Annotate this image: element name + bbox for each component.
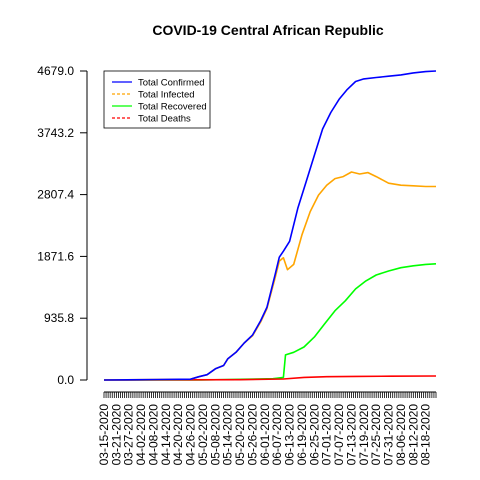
legend-label: Total Infected bbox=[138, 90, 195, 101]
x-tick-label: 07-01-2020 bbox=[320, 404, 334, 466]
x-tick-label: 05-14-2020 bbox=[221, 404, 235, 466]
legend-label: Total Recovered bbox=[138, 102, 207, 113]
x-tick-label: 08-06-2020 bbox=[394, 404, 408, 466]
x-tick-label: 06-25-2020 bbox=[307, 404, 321, 466]
y-tick-label: 0.0 bbox=[57, 373, 74, 387]
series-line-total-recovered bbox=[104, 263, 437, 381]
legend-label: Total Confirmed bbox=[138, 78, 205, 89]
x-tick-label: 07-19-2020 bbox=[357, 404, 371, 466]
y-tick-label: 3743.2 bbox=[37, 126, 74, 140]
x-tick-label: 07-31-2020 bbox=[382, 404, 396, 466]
x-tick-label: 04-02-2020 bbox=[134, 404, 148, 466]
y-tick-label: 1871.6 bbox=[37, 249, 74, 263]
series-line-total-deaths bbox=[103, 375, 437, 381]
x-tick-label: 08-18-2020 bbox=[419, 404, 433, 466]
chart-title: COVID-19 Central African Republic bbox=[152, 22, 384, 38]
x-tick-label: 07-13-2020 bbox=[344, 404, 358, 466]
x-tick-label: 06-13-2020 bbox=[283, 404, 297, 466]
x-tick-label: 03-27-2020 bbox=[122, 404, 136, 466]
x-axis: 03-15-202003-21-202003-27-202004-02-2020… bbox=[97, 391, 437, 466]
x-tick-label: 04-08-2020 bbox=[146, 404, 160, 466]
series-line-total-confirmed bbox=[103, 70, 437, 381]
x-tick-label: 05-20-2020 bbox=[233, 404, 247, 466]
x-tick-label: 04-26-2020 bbox=[184, 404, 198, 466]
y-tick-label: 2807.4 bbox=[37, 188, 74, 202]
x-tick-label: 07-07-2020 bbox=[332, 404, 346, 466]
x-tick-label: 05-08-2020 bbox=[208, 404, 222, 466]
x-tick-label: 06-01-2020 bbox=[258, 404, 272, 466]
series-line-total-infected bbox=[103, 171, 436, 381]
y-tick-label: 4679.0 bbox=[37, 64, 74, 78]
x-tick-label: 05-26-2020 bbox=[245, 404, 259, 466]
x-tick-label: 08-12-2020 bbox=[406, 404, 420, 466]
y-axis: 0.0 935.8 1871.6 2807.4 3743.2 4679.0 bbox=[37, 64, 88, 387]
legend-box bbox=[103, 70, 211, 129]
x-tick-label: 03-15-2020 bbox=[97, 404, 111, 466]
x-tick-label: 04-20-2020 bbox=[171, 404, 185, 466]
x-tick-label: 03-21-2020 bbox=[109, 404, 123, 466]
legend-label: Total Deaths bbox=[138, 114, 191, 125]
plot-area bbox=[103, 70, 437, 381]
x-tick-label: 04-14-2020 bbox=[159, 404, 173, 466]
x-tick-label: 06-07-2020 bbox=[270, 404, 284, 466]
x-tick-label: 05-02-2020 bbox=[196, 404, 210, 466]
x-tick-label: 06-19-2020 bbox=[295, 404, 309, 466]
y-tick-label: 935.8 bbox=[44, 311, 74, 325]
x-tick-label: 07-25-2020 bbox=[369, 404, 383, 466]
